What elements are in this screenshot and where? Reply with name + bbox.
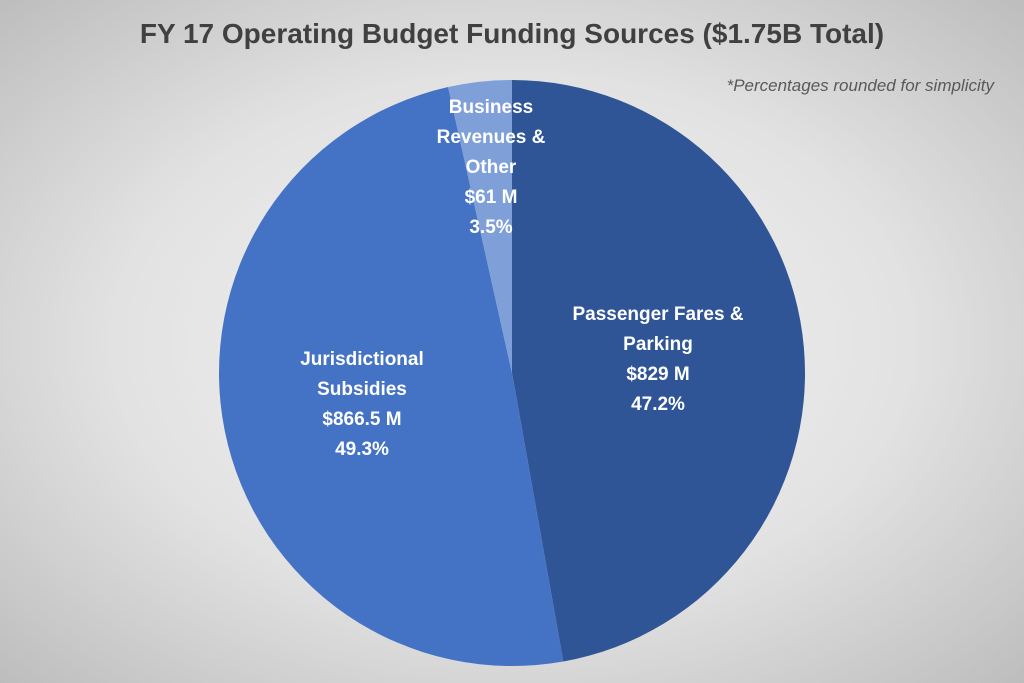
chart-subtitle: *Percentages rounded for simplicity <box>726 76 994 95</box>
value-label: 47.2% <box>631 394 685 415</box>
pie-slice <box>512 80 805 662</box>
amount-label: $866.5 M <box>322 409 402 430</box>
value-label: 3.5% <box>469 217 513 238</box>
value-label: 49.3% <box>335 439 389 460</box>
category-label: Business Revenues & Other <box>436 97 546 178</box>
category-label: Jurisdictional Subsidies <box>300 349 424 400</box>
category-label: Passenger Fares & Parking <box>572 304 744 355</box>
slice-label: Business Revenues & Other $61 M 3.5% <box>416 93 566 243</box>
amount-label: $61 M <box>464 187 518 208</box>
pie-slice <box>448 80 512 373</box>
slice-label: Jurisdictional Subsidies $866.5 M 49.3% <box>277 345 447 465</box>
slice-label: Passenger Fares & Parking $829 M 47.2% <box>553 300 763 420</box>
pie-slice <box>219 87 564 666</box>
chart-title: FY 17 Operating Budget Funding Sources (… <box>139 18 885 49</box>
amount-label: $829 M <box>626 364 690 385</box>
